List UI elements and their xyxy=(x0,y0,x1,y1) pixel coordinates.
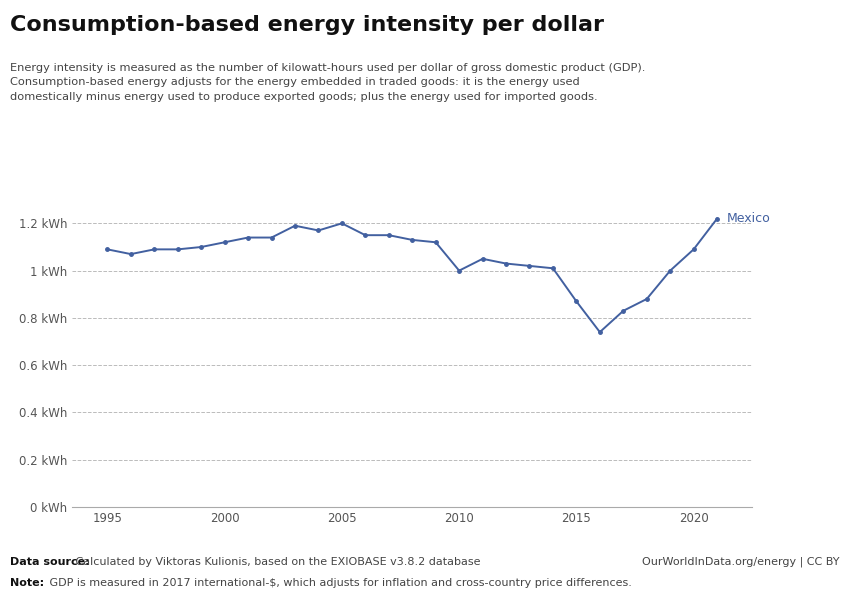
Text: in Data: in Data xyxy=(697,46,745,59)
Text: Energy intensity is measured as the number of kilowatt-hours used per dollar of : Energy intensity is measured as the numb… xyxy=(10,63,646,102)
Text: OurWorldInData.org/energy | CC BY: OurWorldInData.org/energy | CC BY xyxy=(643,557,840,568)
Text: Consumption-based energy intensity per dollar: Consumption-based energy intensity per d… xyxy=(10,15,604,35)
Text: Mexico: Mexico xyxy=(727,212,770,225)
Text: Our World: Our World xyxy=(688,24,755,37)
Text: Data source:: Data source: xyxy=(10,557,90,567)
Text: Calculated by Viktoras Kulionis, based on the EXIOBASE v3.8.2 database: Calculated by Viktoras Kulionis, based o… xyxy=(72,557,481,567)
Text: GDP is measured in 2017 international-$, which adjusts for inflation and cross-c: GDP is measured in 2017 international-$,… xyxy=(46,578,632,588)
Text: Note:: Note: xyxy=(10,578,44,588)
